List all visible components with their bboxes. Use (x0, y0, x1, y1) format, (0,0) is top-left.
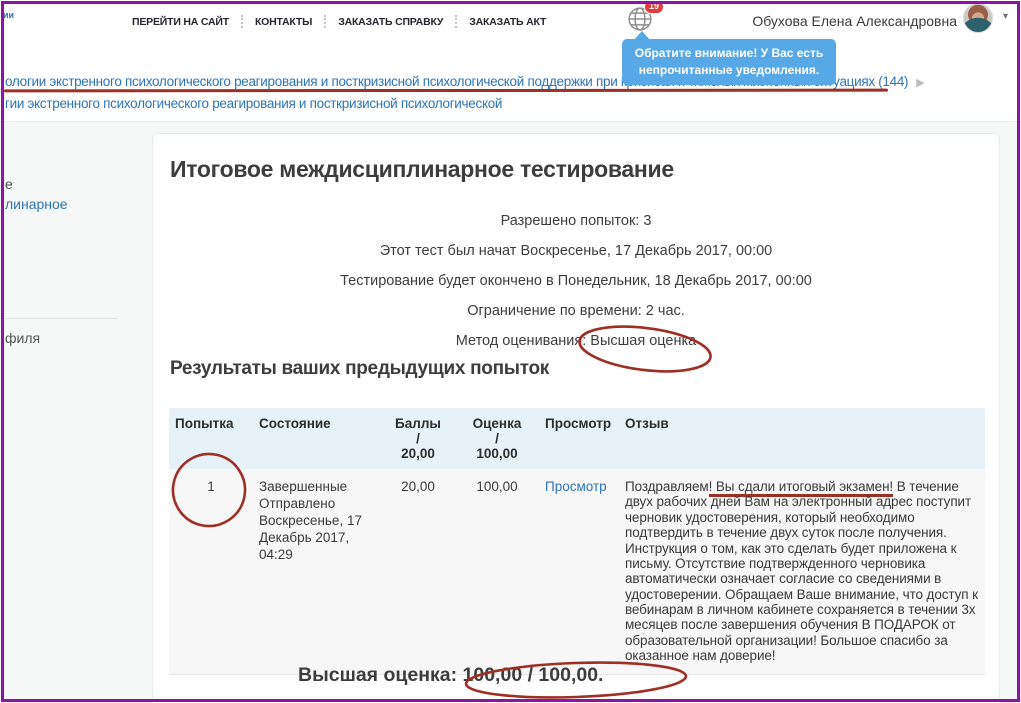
menu-item-contacts[interactable]: КОНТАКТЫ (254, 15, 313, 28)
user-menu-name[interactable]: Обухова Елена Александровна (752, 13, 957, 29)
col-header-review: Просмотр (539, 408, 619, 469)
col-header-grade: Оценка / 100,00 (455, 408, 539, 469)
red-underline-annotation: ! Вы сдали итоговый экзамен! (708, 479, 893, 497)
breadcrumb-arrow-icon: ▶ (916, 77, 925, 89)
chevron-down-icon[interactable]: ▾ (1003, 11, 1009, 22)
table-header-row: Попытка Состояние Баллы / 20,00 Оценка /… (169, 408, 985, 469)
unread-notifications-popup[interactable]: Обратите внимание! У Вас есть непрочитан… (622, 31, 836, 85)
sidebar-divider (5, 318, 118, 319)
state-submitted: Отправлено Воскресенье, 17 Декабрь 2017,… (259, 495, 362, 562)
sidebar-item-fragment: е (5, 176, 13, 192)
time-limit-text: Ограничение по времени: 2 час. (467, 303, 685, 319)
final-grade-text: Высшая оценка: 100,00 / 100,00. (298, 664, 603, 687)
avatar[interactable] (963, 3, 993, 33)
grade-cell: 100,00 (455, 469, 539, 675)
clipped-logo-text: ии (3, 10, 15, 20)
state-finished: Завершенные (259, 479, 348, 494)
attempts-table: Попытка Состояние Баллы / 20,00 Оценка /… (169, 408, 985, 675)
main-content-panel: Итоговое междисциплинарное тестирование … (152, 133, 1000, 703)
globe-icon (628, 7, 652, 31)
popup-line-1: Обратите внимание! У Вас есть (634, 46, 824, 60)
top-menu: ПЕРЕЙТИ НА САЙТ КОНТАКТЫ ЗАКАЗАТЬ СПРАВК… (120, 0, 558, 43)
attempts-allowed-text: Разрешено попыток: 3 (500, 213, 652, 229)
notification-count-badge: 19 (644, 0, 665, 14)
quiz-close-text: Тестирование будет окончено в Понедельни… (340, 273, 812, 289)
grading-method-text: Метод оценивания: Высшая оценка (153, 326, 999, 356)
grading-method-value: Высшая оценка (590, 333, 697, 349)
notifications-globe-button[interactable]: 19 (626, 0, 665, 35)
marks-cell: 20,00 (381, 469, 455, 675)
col-header-state: Состояние (253, 408, 381, 469)
col-header-marks: Баллы / 20,00 (381, 408, 455, 469)
breadcrumb-line-2: гии экстренного психологического реагиро… (5, 96, 502, 111)
menu-item-order-act[interactable]: ЗАКАЗАТЬ АКТ (469, 15, 547, 28)
sidebar-item-profile-fragment: филя (5, 330, 41, 346)
table-row: 1 Завершенные Отправлено Воскресенье, 17… (169, 469, 985, 675)
final-grade-label: Высшая оценка: (298, 664, 463, 686)
grading-method-label: Метод оценивания: (455, 333, 591, 349)
col-header-attempt: Попытка (169, 408, 253, 469)
review-cell: Просмотр (539, 469, 619, 675)
top-navbar: ии ПЕРЕЙТИ НА САЙТ КОНТАКТЫ ЗАКАЗАТЬ СПР… (0, 0, 1021, 43)
results-heading: Результаты ваших предыдущих попыток (170, 358, 549, 379)
feedback-cell: Поздравляем! Вы сдали итоговый экзамен! … (619, 469, 985, 675)
col-header-feedback: Отзыв (619, 408, 985, 469)
attempt-state-cell: Завершенные Отправлено Воскресенье, 17 Д… (253, 469, 381, 675)
quiz-info-block: Разрешено попыток: 3 Этот тест был начат… (153, 206, 999, 356)
menu-separator (240, 15, 243, 28)
popup-line-2: непрочитанные уведомления. (638, 62, 820, 77)
attempt-number-cell: 1 (169, 469, 253, 675)
page-title: Итоговое междисциплинарное тестирование (170, 156, 674, 182)
menu-separator (455, 15, 458, 28)
breadcrumb-course-link-2[interactable]: гии экстренного психологического реагиро… (5, 96, 503, 111)
menu-item-order-certificate[interactable]: ЗАКАЗАТЬ СПРАВКУ (338, 15, 444, 28)
red-underline-annotation (3, 88, 889, 93)
feedback-text: Поздравляем! Вы сдали итоговый экзамен! … (625, 479, 978, 664)
sidebar-item-final-test-link[interactable]: линарное (5, 196, 68, 212)
menu-item-go-to-site[interactable]: ПЕРЕЙТИ НА САЙТ (132, 15, 229, 28)
review-attempt-link[interactable]: Просмотр (545, 479, 607, 494)
final-grade-value: 100,00 / 100,00. (462, 664, 604, 686)
quiz-open-text: Этот тест был начат Воскресенье, 17 Дека… (379, 243, 773, 259)
menu-separator (324, 15, 327, 28)
